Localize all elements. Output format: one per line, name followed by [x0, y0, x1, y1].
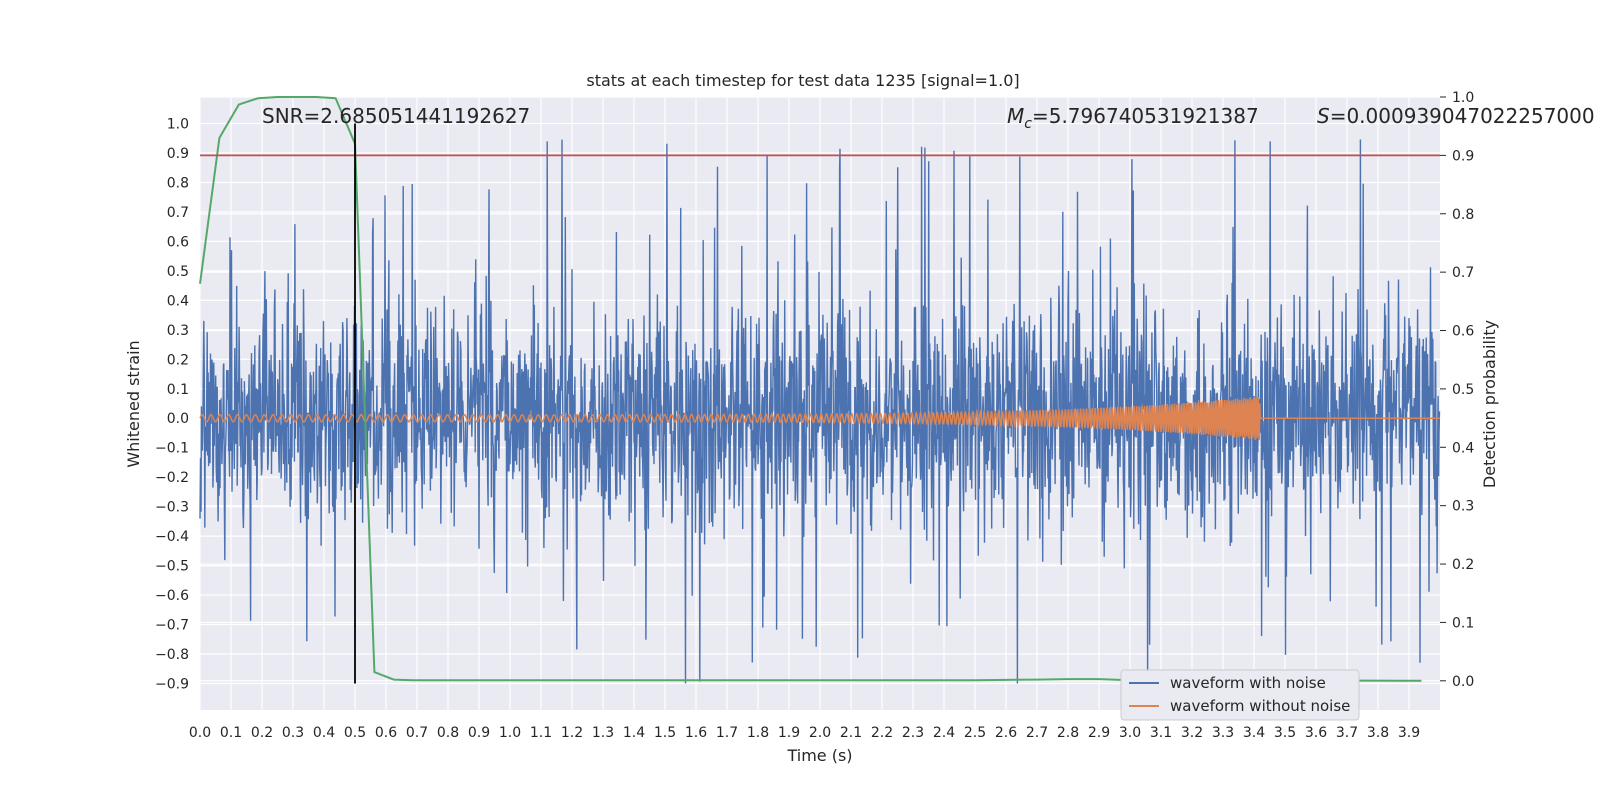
y-left-tick-label: −0.3	[155, 500, 189, 516]
s-value: =0.000939047022257000	[1330, 104, 1595, 128]
x-tick-label: 2.9	[1088, 725, 1110, 741]
x-tick-label: 3.4	[1243, 725, 1265, 741]
chirp-mass-symbol: M	[1007, 104, 1024, 128]
s-symbol: S	[1317, 104, 1330, 128]
detection-probability-line	[199, 96, 1422, 682]
x-tick-label: 1.7	[716, 725, 738, 741]
x-tick-label: 2.8	[1057, 725, 1079, 741]
y-left-tick-label: 0.7	[167, 205, 189, 221]
x-tick-label: 3.2	[1181, 725, 1203, 741]
legend-label-noise: waveform with noise	[1170, 674, 1326, 692]
legend-box	[1120, 669, 1360, 721]
x-tick-label: 1.3	[592, 725, 614, 741]
x-tick-label: 3.3	[1212, 725, 1234, 741]
s-annotation: S=0.000939047022257000	[1317, 104, 1595, 128]
y-left-tick-label: −0.8	[155, 647, 189, 663]
x-tick-label: 0.9	[468, 725, 490, 741]
x-tick-label: 3.1	[1150, 725, 1172, 741]
x-tick-label: 1.2	[561, 725, 583, 741]
x-tick-label: 1.1	[530, 725, 552, 741]
y-left-tick-label: 1.0	[167, 117, 189, 133]
x-tick-label: 3.7	[1336, 725, 1358, 741]
x-tick-label: 1.0	[499, 725, 521, 741]
chirp-mass-value: =5.796740531921387	[1032, 104, 1259, 128]
y-left-tick-label: −0.5	[155, 559, 189, 575]
y-axis-right-label: Detection probability	[1480, 320, 1499, 488]
y-left-tick-label: −0.7	[155, 618, 189, 634]
chirp-mass-subscript: c	[1024, 116, 1032, 132]
y-right-tick-label: 0.6	[1452, 324, 1474, 340]
series-waveform-with-noise	[199, 139, 1441, 684]
x-axis-label: Time (s)	[786, 746, 852, 765]
x-tick-label: 0.3	[282, 725, 304, 741]
x-tick-label: 3.5	[1274, 725, 1296, 741]
x-tick-label: 2.0	[809, 725, 831, 741]
x-tick-label: 2.7	[1026, 725, 1048, 741]
x-tick-label: 3.9	[1398, 725, 1420, 741]
clean-waveform-line	[199, 397, 1440, 441]
y-axis-right-ticks: 1.0 0.9 0.8 0.7 0.6 0.5 0.4 0.3 0.2 0.1 0.0	[1440, 90, 1474, 690]
x-tick-label: 0.4	[313, 725, 335, 741]
series-waveform-without-noise	[199, 397, 1440, 441]
x-tick-label: 2.4	[933, 725, 955, 741]
x-tick-label: 1.9	[778, 725, 800, 741]
y-right-tick-label: 0.8	[1452, 207, 1474, 223]
x-tick-label: 0.0	[189, 725, 211, 741]
y-left-tick-label: −0.6	[155, 588, 189, 604]
chart-title: stats at each timestep for test data 123…	[586, 71, 1019, 90]
x-tick-label: 2.3	[902, 725, 924, 741]
snr-annotation: SNR=2.685051441192627	[262, 104, 530, 128]
y-left-tick-label: 0.1	[167, 382, 189, 398]
y-left-tick-label: 0.5	[167, 264, 189, 280]
y-axis-left-label: Whitened strain	[124, 340, 143, 467]
x-tick-label: 2.6	[995, 725, 1017, 741]
x-tick-label: 3.0	[1119, 725, 1141, 741]
x-tick-label: 0.5	[344, 725, 366, 741]
y-left-tick-label: 0.8	[167, 175, 189, 191]
y-left-tick-label: −0.2	[155, 470, 189, 486]
legend-label-signal: waveform without noise	[1170, 697, 1350, 715]
x-tick-label: 3.6	[1305, 725, 1327, 741]
y-right-tick-label: 0.1	[1452, 615, 1474, 631]
x-tick-label: 0.1	[220, 725, 242, 741]
x-tick-label: 0.8	[437, 725, 459, 741]
overlays	[200, 123, 1440, 684]
y-right-tick-label: 0.9	[1452, 148, 1474, 164]
y-left-tick-label: 0.4	[167, 293, 189, 309]
x-tick-label: 2.5	[964, 725, 986, 741]
x-tick-label: 1.8	[747, 725, 769, 741]
y-right-tick-label: 0.2	[1452, 557, 1474, 573]
y-left-tick-label: 0.0	[167, 411, 189, 427]
x-tick-label: 3.8	[1367, 725, 1389, 741]
y-axis-left-ticks: 1.0 0.9 0.8 0.7 0.6 0.5 0.4 0.3 0.2 0.1 0.0 −0.1 −0.…	[155, 117, 189, 693]
x-axis-ticks: 0.0 0.1 0.2 0.3 0.4 0.5 0.6 0.7 0.8 0.9 1.0 1.1 1.2 1…	[189, 725, 1420, 741]
y-left-tick-label: −0.9	[155, 676, 189, 692]
y-left-tick-label: 0.3	[167, 323, 189, 339]
x-tick-label: 0.6	[375, 725, 397, 741]
x-tick-label: 0.7	[406, 725, 428, 741]
legend: waveform with noise waveform without noi…	[1120, 669, 1360, 721]
x-tick-label: 2.1	[840, 725, 862, 741]
y-left-tick-label: −0.4	[155, 529, 189, 545]
y-right-tick-label: 0.5	[1452, 382, 1474, 398]
y-right-tick-label: 0.4	[1452, 440, 1474, 456]
y-right-tick-label: 0.0	[1452, 674, 1474, 690]
plot-area	[199, 96, 1441, 710]
y-right-tick-label: 0.7	[1452, 265, 1474, 281]
y-left-tick-label: −0.1	[155, 441, 189, 457]
noise-waveform-line	[199, 139, 1441, 684]
x-tick-label: 1.4	[623, 725, 645, 741]
y-left-tick-label: 0.2	[167, 352, 189, 368]
x-tick-label: 0.2	[251, 725, 273, 741]
y-left-tick-label: 0.6	[167, 234, 189, 250]
y-right-tick-label: 1.0	[1452, 90, 1474, 106]
x-tick-label: 2.2	[871, 725, 893, 741]
x-tick-label: 1.5	[654, 725, 676, 741]
chirp-mass-annotation: Mc=5.796740531921387	[1007, 104, 1259, 132]
y-right-tick-label: 0.3	[1452, 499, 1474, 515]
x-tick-label: 1.6	[685, 725, 707, 741]
series-detection-probability	[199, 96, 1422, 682]
y-left-tick-label: 0.9	[167, 146, 189, 162]
